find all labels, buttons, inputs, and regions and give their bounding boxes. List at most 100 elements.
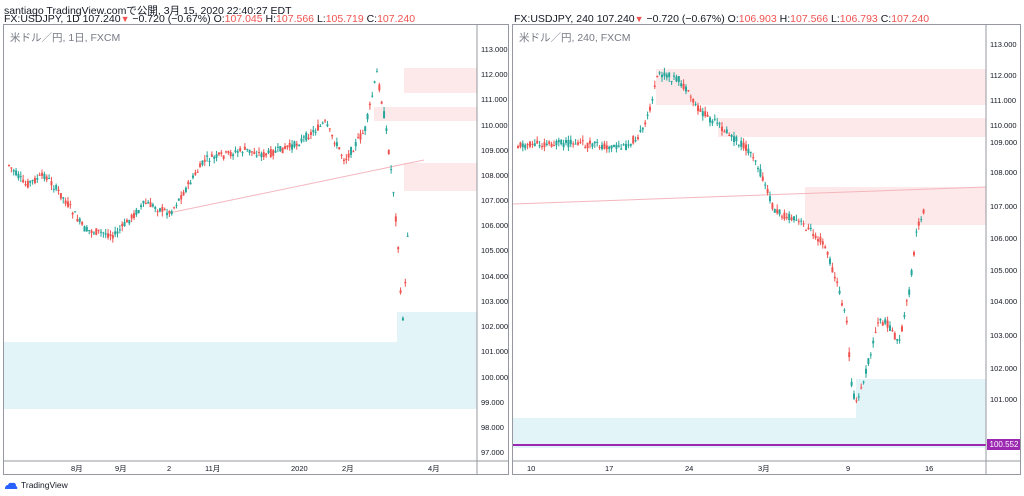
candle-body [538,145,541,147]
right-chart-panel[interactable]: 113.000 112.000 111.000 110.000 109.000 … [512,24,1021,475]
candle-body [682,83,685,90]
candle-body [877,322,879,324]
candle-body [392,192,395,194]
candle-body [255,155,258,157]
price-label: 103.000 [481,297,508,306]
time-label: 17 [605,464,613,473]
candle-body [102,232,105,234]
candle-body [586,142,589,149]
candle-body [8,164,10,166]
candle-body [605,145,608,150]
candle-body [333,143,336,145]
candle-body [874,332,877,334]
candle-body [125,219,128,223]
time-axis: 10 17 24 3月 9 16 [527,464,933,473]
candle-body [107,233,110,238]
candles [517,67,925,404]
left-chart-canvas[interactable]: 113.000 112.000 111.000 110.000 109.000 … [4,25,509,475]
candle-body [910,270,913,276]
candle-body [699,108,702,112]
candle-body [675,76,678,82]
candle-body [342,159,345,162]
candle-body [783,212,786,220]
publish-info: santiago TradingView.comで公開, 3月 15, 2020… [4,5,292,17]
candle-body [922,209,925,214]
candle-body [560,139,563,145]
candle-body [579,141,582,143]
candle-body [19,176,22,178]
price-label: 113.000 [481,45,508,54]
time-label: 9月 [115,464,127,473]
candle-body [905,300,908,302]
trend-line[interactable] [513,186,987,205]
candle-body [701,111,704,117]
candle-body [819,236,822,243]
candle-body [795,219,798,221]
candle-body [85,226,88,232]
candle-body [581,140,584,142]
candle-body [272,150,275,156]
candle-body [55,185,58,190]
candle-body [260,153,263,158]
candle-body [766,188,769,194]
candle-body [232,154,235,157]
candle-body [908,289,911,295]
candle-body [653,85,656,87]
price-axis: 113.000 112.000 111.000 110.000 109.000 … [481,45,508,457]
candle-body [865,368,867,374]
price-label: 97.000 [481,448,504,457]
price-label: 109.000 [481,146,508,155]
candle-body [158,208,161,212]
candle-body [95,228,98,235]
trend-line[interactable] [168,159,425,214]
candle-body [519,142,522,147]
candle-body [225,151,228,153]
left-chart-panel[interactable]: 113.000 112.000 111.000 110.000 109.000 … [3,24,509,475]
candle-body [387,150,390,155]
candle-body [706,114,709,117]
candle-body [668,72,671,78]
candle-body [723,131,726,133]
candle-body [608,146,611,149]
candle-body [338,147,341,150]
candle-body [797,221,800,223]
candle-body [156,211,159,213]
candle-body [572,143,575,145]
candle-body [920,219,923,221]
candle-body [298,145,301,147]
time-label: 2月 [342,464,354,473]
right-chart-canvas[interactable]: 113.000 112.000 111.000 110.000 109.000 … [513,25,1021,475]
supply-zone [718,118,986,137]
candle-body [917,221,920,226]
candle-body [893,332,896,340]
candle-body [735,136,738,142]
candle-body [620,148,623,150]
right-ohlc: FX:USDJPY, 240 107.240▼ −0.720 (−0.67%) … [514,13,930,25]
price-label: 98.000 [481,423,504,432]
candle-body [203,159,206,162]
candle-body [45,176,48,180]
candle-body [302,136,305,138]
candle-body [869,354,872,356]
candle-body [629,143,632,146]
candle-body [99,231,102,233]
candle-body [130,214,133,219]
candle-body [317,124,320,131]
candle-body [634,140,637,142]
candle-body [826,252,829,255]
candle-body [41,172,44,176]
candle-body [872,340,875,344]
candle-body [199,163,202,168]
candle-body [891,330,894,332]
price-line-badge: 100.552 [987,439,1020,450]
candle-body [305,132,308,141]
candle-body [401,317,404,321]
footer-brand[interactable]: TradingView [4,480,68,490]
supply-zone [404,68,477,93]
candle-body [685,86,687,92]
candle-body [340,154,343,156]
candle-body [222,155,225,159]
price-label: 108.000 [481,171,508,180]
candle-body [845,320,848,323]
candle-body [208,160,211,162]
